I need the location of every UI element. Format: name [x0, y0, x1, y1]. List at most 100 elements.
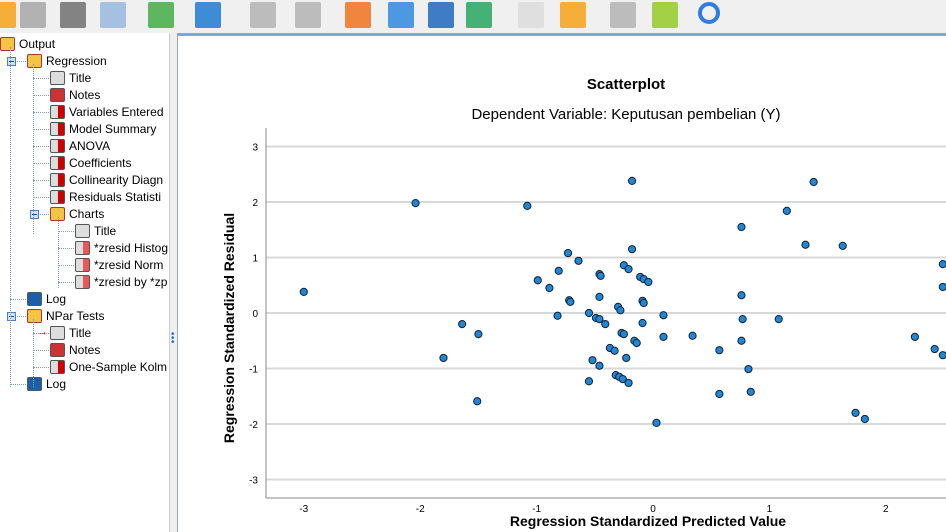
- tree-item-log[interactable]: Log: [27, 376, 66, 392]
- redo-icon[interactable]: [295, 2, 321, 28]
- tree-item-label: Log: [46, 377, 67, 391]
- tree-item-zresid-by-zp[interactable]: *zresid by *zp: [75, 274, 167, 290]
- variables-icon[interactable]: [466, 2, 492, 28]
- y-tick-label: -1: [249, 365, 258, 376]
- data-point: [595, 315, 604, 324]
- scatterplot-chart: Scatterplot Dependent Variable: Keputusa…: [221, 76, 946, 529]
- tree-item-log[interactable]: Log: [27, 291, 66, 307]
- log-icon: [27, 292, 42, 306]
- undo-icon[interactable]: [250, 2, 276, 28]
- add-icon[interactable]: [652, 2, 678, 28]
- data-point: [554, 266, 563, 275]
- tree-item-zresid-histog[interactable]: *zresid Histog: [75, 240, 168, 256]
- data-point: [610, 346, 619, 355]
- search-icon[interactable]: [698, 2, 720, 24]
- tree-item-notes[interactable]: Notes: [50, 342, 100, 358]
- tree-item-coefficients[interactable]: Coefficients: [50, 155, 131, 171]
- collapse-toggle[interactable]: [7, 57, 16, 66]
- data-point: [744, 364, 753, 374]
- data-point: [458, 320, 467, 329]
- data-point: [619, 329, 628, 339]
- x-tick-label: -1: [532, 504, 541, 515]
- data-point: [715, 346, 724, 355]
- data-point: [688, 331, 697, 340]
- tree-item-label: Charts: [69, 207, 105, 221]
- tree-item-anova[interactable]: ANOVA: [50, 138, 110, 154]
- tree-item-regression[interactable]: Regression: [27, 53, 107, 69]
- data-point: [627, 176, 637, 186]
- collapse-toggle[interactable]: [7, 312, 16, 321]
- title-icon: [75, 224, 90, 238]
- tree-item-npar-tests[interactable]: NPar Tests: [27, 308, 104, 324]
- y-tick-label: 3: [252, 143, 258, 154]
- log-icon: [27, 377, 42, 391]
- tbl-icon: [50, 139, 65, 153]
- collapse-toggle[interactable]: [30, 210, 39, 219]
- data-point: [938, 260, 946, 269]
- data-point: [715, 389, 724, 399]
- print-icon[interactable]: [60, 2, 86, 28]
- x-tick-label: 0: [650, 504, 656, 515]
- chart-icon: [75, 275, 90, 289]
- data-point: [596, 271, 605, 280]
- chart-icon: [75, 241, 90, 255]
- current-item-arrow-icon: →: [37, 326, 48, 338]
- data-point: [624, 378, 633, 388]
- goto-case-icon[interactable]: [345, 2, 371, 28]
- data-point: [566, 297, 575, 306]
- save-icon[interactable]: [20, 2, 46, 28]
- goto-variable-icon[interactable]: [388, 2, 414, 28]
- data-point: [632, 338, 641, 348]
- run-icon[interactable]: [560, 2, 586, 28]
- x-axis-label: Regression Standardized Predicted Value: [510, 513, 786, 529]
- book-icon: [27, 54, 42, 68]
- tree-item-zresid-norm[interactable]: *zresid Norm: [75, 257, 163, 273]
- export-icon[interactable]: [148, 2, 174, 28]
- x-tick-label: 1: [767, 504, 773, 515]
- tree-item-label: Collinearity Diagn: [69, 173, 164, 187]
- tree-item-charts[interactable]: Charts: [50, 206, 104, 222]
- tree-item-title[interactable]: Title: [50, 70, 91, 86]
- data-point: [737, 222, 746, 232]
- y-tick-label: -3: [249, 476, 258, 487]
- data-point: [595, 361, 604, 370]
- edit-icon[interactable]: [518, 2, 544, 28]
- tree-item-notes[interactable]: Notes: [50, 87, 100, 103]
- data-point: [618, 374, 627, 384]
- data-point: [938, 351, 946, 360]
- chart-subtitle: Dependent Variable: Keputusan pembelian …: [471, 106, 780, 123]
- data-point: [616, 306, 625, 315]
- tree-item-output[interactable]: Output: [0, 36, 55, 52]
- pane-splitter[interactable]: [170, 33, 177, 532]
- notes-icon: [50, 88, 65, 102]
- tree-item-label: Notes: [69, 88, 101, 102]
- tree-item-title[interactable]: Title: [50, 325, 91, 341]
- y-axis-label: Regression Standardized Residual: [221, 213, 237, 443]
- splitter-grip-icon[interactable]: • • •: [171, 329, 175, 348]
- data-point: [659, 311, 668, 320]
- data-point: [474, 329, 483, 339]
- print-preview-icon[interactable]: [100, 2, 126, 28]
- recall-dialog-icon[interactable]: [195, 2, 221, 28]
- tree-item-variables-entered[interactable]: Variables Entered: [50, 104, 164, 120]
- data-point: [652, 418, 661, 427]
- tree-item-collinearity-diagn[interactable]: Collinearity Diagn: [50, 172, 163, 188]
- open-folder-icon[interactable]: [0, 2, 16, 28]
- insert-cases-icon[interactable]: [428, 2, 454, 28]
- tree-item-residuals-statisti[interactable]: Residuals Statisti: [50, 189, 161, 205]
- designate-window-icon[interactable]: [610, 2, 636, 28]
- data-point: [644, 277, 653, 287]
- data-point: [659, 332, 668, 341]
- tree-item-model-summary[interactable]: Model Summary: [50, 121, 156, 137]
- tbl-icon: [50, 156, 65, 170]
- book-icon: [0, 37, 15, 51]
- notes-icon: [50, 343, 65, 357]
- tbl-icon: [50, 105, 65, 119]
- data-point: [738, 315, 747, 324]
- x-tick-label: 2: [883, 504, 889, 515]
- tree-item-title[interactable]: Title: [75, 223, 116, 239]
- data-point: [851, 408, 860, 417]
- data-point: [774, 315, 783, 324]
- tbl-icon: [50, 190, 65, 204]
- tree-item-one-sample-kolm[interactable]: One-Sample Kolm: [50, 359, 167, 375]
